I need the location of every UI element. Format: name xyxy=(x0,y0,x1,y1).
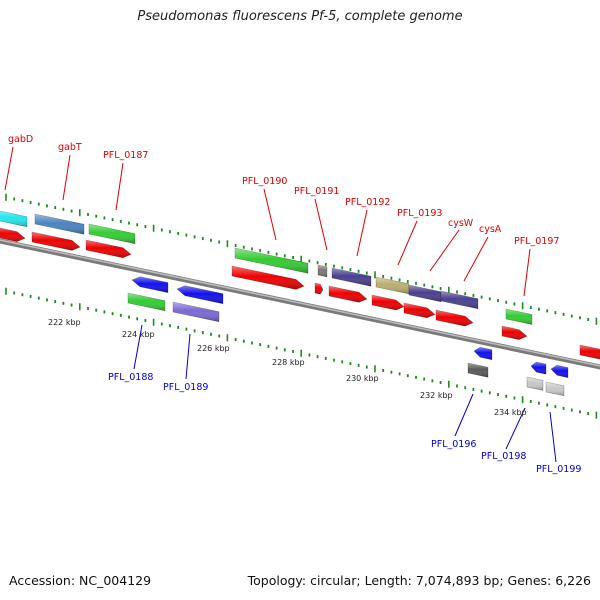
leader-line xyxy=(429,229,460,272)
gene-cysW-gene[interactable] xyxy=(408,284,442,303)
kbp-label: 230 kbp xyxy=(346,374,379,383)
label-leader-lines xyxy=(4,146,557,463)
gene-PFL0199-gene[interactable] xyxy=(545,381,565,397)
gene-label-PFL_0187[interactable]: PFL_0187 xyxy=(103,150,148,161)
gene-label-PFL_0196[interactable]: PFL_0196 xyxy=(431,439,476,450)
gene-PFL0190-cds[interactable] xyxy=(231,265,305,290)
leader-line xyxy=(185,333,191,380)
kbp-label: 228 kbp xyxy=(272,358,305,367)
leader-line xyxy=(263,188,277,241)
gene-PFL0192-cds[interactable] xyxy=(328,285,368,303)
gene-cysA-cds[interactable] xyxy=(435,309,474,327)
gene-PFL0188-gene[interactable] xyxy=(127,292,166,312)
gene-PFL0193-cds[interactable] xyxy=(371,294,405,311)
gene-cysA-gene[interactable] xyxy=(440,290,479,310)
gene-PFL0197-cds[interactable] xyxy=(501,325,528,340)
gene-PFL0198-arrow[interactable] xyxy=(530,361,547,375)
genome-stats-text: Topology: circular; Length: 7,074,893 bp… xyxy=(247,573,591,588)
leader-line xyxy=(549,411,557,463)
gene-PFL0193-gene[interactable] xyxy=(375,276,410,295)
gene-label-cysW[interactable]: cysW xyxy=(448,218,474,229)
gene-PFL0191-gene[interactable] xyxy=(317,264,328,278)
gene-PFL0187-cds[interactable] xyxy=(85,239,132,259)
gene-PFL0199-arrow[interactable] xyxy=(550,364,569,378)
gene-gabD-gene[interactable] xyxy=(0,210,28,228)
gene-label-PFL_0193[interactable]: PFL_0193 xyxy=(397,208,442,219)
gene-PFL0192-gene[interactable] xyxy=(331,267,372,287)
leader-line xyxy=(397,220,418,266)
leader-line xyxy=(4,146,14,191)
leader-line xyxy=(454,393,474,437)
gene-label-gabD[interactable]: gabD xyxy=(8,134,33,145)
gene-PFL0196-arrow[interactable] xyxy=(473,346,493,361)
kbp-label: 224 kbp xyxy=(122,330,155,339)
gene-label-cysA[interactable]: cysA xyxy=(479,224,502,235)
gene-PFL0188-arrow[interactable] xyxy=(131,276,169,293)
gene-cysW-cds[interactable] xyxy=(403,302,436,319)
leader-line xyxy=(133,324,143,370)
gene-label-PFL_0188[interactable]: PFL_0188 xyxy=(108,372,153,383)
gene-gabT-gene[interactable] xyxy=(34,213,85,235)
leader-line xyxy=(523,248,531,297)
gene-label-gabT[interactable]: gabT xyxy=(58,142,82,153)
gene-PFL0196-gene[interactable] xyxy=(467,362,489,378)
gene-gabD-cds[interactable] xyxy=(0,227,26,242)
gene-PFL0189-arrow[interactable] xyxy=(176,285,224,305)
accession-text: Accession: NC_004129 xyxy=(9,573,152,588)
genome-backbone xyxy=(0,238,600,370)
gene-label-PFL_0191[interactable]: PFL_0191 xyxy=(294,186,339,197)
gene-features xyxy=(0,210,600,397)
gene-gabT-cds[interactable] xyxy=(31,231,81,251)
leader-line xyxy=(356,209,368,257)
leader-line xyxy=(463,236,489,282)
gene-label-PFL_0198[interactable]: PFL_0198 xyxy=(481,451,526,462)
leader-line xyxy=(505,407,526,450)
gene-label-PFL_0190[interactable]: PFL_0190 xyxy=(242,176,287,187)
kbp-label: 234 kbp xyxy=(494,408,527,417)
gene-label-PFL_0189[interactable]: PFL_0189 xyxy=(163,382,208,393)
gene-PFL0198-gene[interactable] xyxy=(526,376,544,391)
gene-label-PFL_0192[interactable]: PFL_0192 xyxy=(345,197,390,208)
kbp-label: 226 kbp xyxy=(197,344,230,353)
leader-line xyxy=(314,198,328,251)
map-title: Pseudomonas fluorescens Pf-5, complete g… xyxy=(137,9,463,24)
gene-PFL0189-gene[interactable] xyxy=(172,301,220,323)
gene-PFL0191-cds[interactable] xyxy=(314,282,324,295)
gene-edge-cds[interactable] xyxy=(579,344,600,360)
kbp-label: 232 kbp xyxy=(420,391,453,400)
gene-label-PFL_0199[interactable]: PFL_0199 xyxy=(536,464,581,475)
leader-line xyxy=(115,162,124,211)
gene-PFL0187-gene[interactable] xyxy=(88,223,136,245)
kbp-label: 222 kbp xyxy=(48,318,81,327)
leader-line xyxy=(62,154,71,201)
ruler-ticks xyxy=(5,193,598,419)
gene-PFL0190-gene[interactable] xyxy=(234,247,309,274)
gene-PFL0197-gene[interactable] xyxy=(505,308,533,325)
gene-label-PFL_0197[interactable]: PFL_0197 xyxy=(514,236,559,247)
